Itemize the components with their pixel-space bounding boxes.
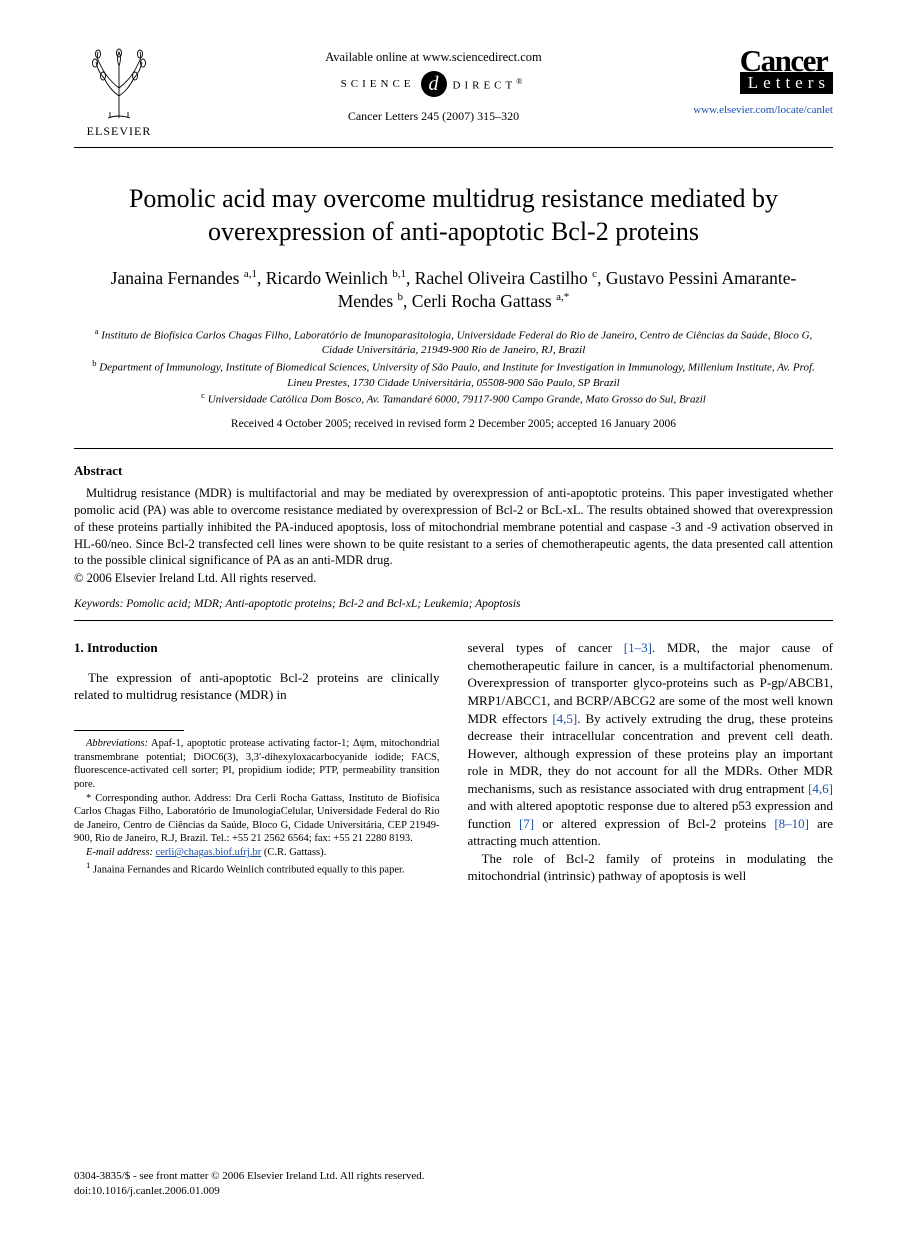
left-column: 1. Introduction The expression of anti-a… [74, 639, 440, 885]
abstract-section: Abstract Multidrug resistance (MDR) is m… [74, 463, 833, 586]
article-title: Pomolic acid may overcome multidrug resi… [84, 182, 823, 249]
ref-link-4-6[interactable]: [4,6] [808, 781, 833, 796]
publisher-name: ELSEVIER [87, 124, 152, 139]
footnotes-block: Abbreviations: Apaf-1, apoptotic proteas… [74, 737, 440, 877]
sciencedirect-logo: SCIENCE d DIRECT® [341, 71, 527, 97]
journal-logo: Cancer Letters [740, 48, 833, 94]
corresponding-email-link[interactable]: cerli@chagas.biof.ufrj.br [156, 847, 262, 858]
footnote-corresponding: * Corresponding author. Address: Dra Cer… [74, 792, 440, 847]
footnote-rule [74, 730, 184, 731]
right-column: several types of cancer [1–3]. MDR, the … [468, 639, 834, 885]
issn-copyright-line: 0304-3835/$ - see front matter © 2006 El… [74, 1169, 833, 1183]
footnote-equal-contribution: 1 Janaina Fernandes and Ricardo Weinlich… [74, 860, 440, 877]
journal-word-cancer: Cancer [740, 48, 833, 74]
abstract-copyright: © 2006 Elsevier Ireland Ltd. All rights … [74, 571, 833, 586]
doi-line: doi:10.1016/j.canlet.2006.01.009 [74, 1184, 833, 1198]
abstract-body: Multidrug resistance (MDR) is multifacto… [74, 485, 833, 569]
ref-link-8-10[interactable]: [8–10] [774, 816, 809, 831]
header-rule [74, 147, 833, 148]
footnote-email: E-mail address: cerli@chagas.biof.ufrj.b… [74, 846, 440, 860]
sd-word-direct: DIRECT® [453, 77, 527, 92]
citation-line: Cancer Letters 245 (2007) 315–320 [348, 109, 519, 124]
journal-word-letters: Letters [740, 72, 833, 94]
page-footer: 0304-3835/$ - see front matter © 2006 El… [74, 1169, 833, 1198]
body-columns: 1. Introduction The expression of anti-a… [74, 639, 833, 885]
intro-heading: 1. Introduction [74, 639, 440, 657]
abstract-heading: Abstract [74, 463, 833, 479]
page-header: ELSEVIER Available online at www.science… [74, 48, 833, 139]
journal-logo-block: Cancer Letters www.elsevier.com/locate/c… [703, 48, 833, 116]
ref-link-7[interactable]: [7] [519, 816, 534, 831]
publisher-block: ELSEVIER [74, 48, 164, 139]
keywords-text: Pomolic acid; MDR; Anti-apoptotic protei… [123, 598, 520, 610]
affiliation-a: a Instituto de Biofísica Carlos Chagas F… [86, 326, 821, 358]
intro-para-right-1: several types of cancer [1–3]. MDR, the … [468, 639, 834, 850]
article-dates: Received 4 October 2005; received in rev… [74, 418, 833, 430]
ref-link-1-3[interactable]: [1–3] [624, 640, 652, 655]
abstract-bottom-rule [74, 620, 833, 621]
affiliation-b: b Department of Immunology, Institute of… [86, 358, 821, 390]
affiliation-c: c Universidade Católica Dom Bosco, Av. T… [86, 390, 821, 408]
journal-url-link[interactable]: www.elsevier.com/locate/canlet [693, 104, 833, 116]
center-header: Available online at www.sciencedirect.co… [164, 48, 703, 124]
available-online-text: Available online at www.sciencedirect.co… [325, 50, 542, 65]
abstract-top-rule [74, 448, 833, 449]
sd-badge-icon: d [421, 71, 447, 97]
intro-para-left: The expression of anti-apoptotic Bcl-2 p… [74, 669, 440, 704]
elsevier-tree-icon [86, 48, 152, 120]
affiliations: a Instituto de Biofísica Carlos Chagas F… [86, 326, 821, 408]
ref-link-4-5[interactable]: [4,5] [552, 711, 577, 726]
author-list: Janaina Fernandes a,1, Ricardo Weinlich … [104, 267, 803, 314]
keywords-line: Keywords: Pomolic acid; MDR; Anti-apopto… [74, 598, 833, 610]
footnote-abbreviations: Abbreviations: Apaf-1, apoptotic proteas… [74, 737, 440, 792]
intro-para-right-2: The role of Bcl-2 family of proteins in … [468, 850, 834, 885]
keywords-label: Keywords: [74, 598, 123, 610]
sd-word-science: SCIENCE [341, 78, 415, 90]
